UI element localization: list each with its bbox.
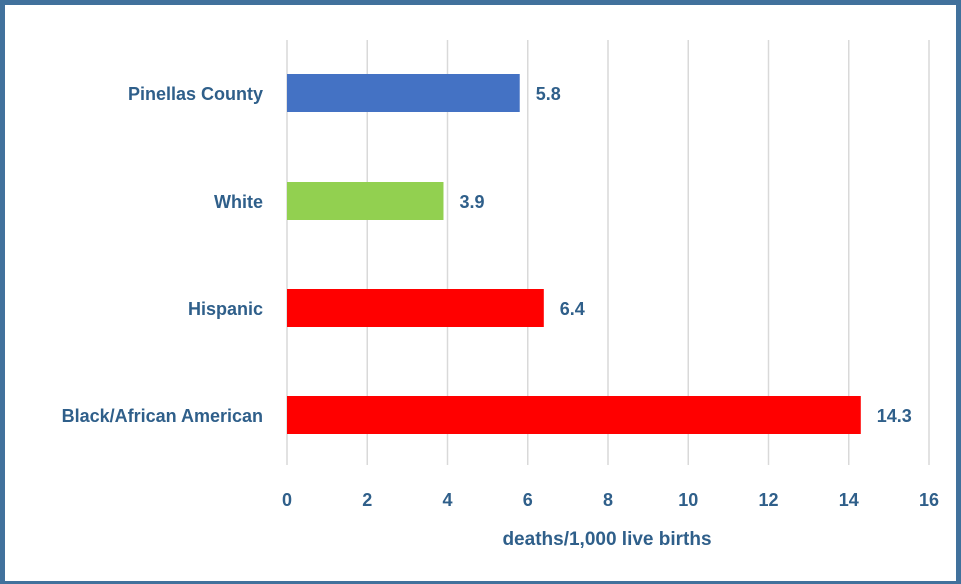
x-tick-label: 0	[282, 490, 292, 510]
data-label: 3.9	[459, 192, 484, 212]
bar	[287, 74, 520, 112]
bar	[287, 396, 861, 434]
data-label: 6.4	[560, 299, 585, 319]
bars	[287, 74, 861, 434]
category-label: Pinellas County	[128, 84, 263, 104]
x-axis-label: deaths/1,000 live births	[502, 529, 711, 550]
data-label: 5.8	[536, 84, 561, 104]
category-label: Hispanic	[188, 299, 263, 319]
x-tick-label: 12	[758, 490, 778, 510]
x-tick-label: 10	[678, 490, 698, 510]
bar	[287, 289, 544, 327]
x-tick-label: 2	[362, 490, 372, 510]
data-labels: 5.8 3.9 6.4 14.3	[459, 84, 911, 426]
x-tick-label: 8	[603, 490, 613, 510]
x-tick-label: 4	[442, 490, 452, 510]
x-tick-label: 14	[839, 490, 859, 510]
x-tick-labels: 0 2 4 6 8 10 12 14 16	[282, 490, 939, 510]
category-label: White	[214, 192, 263, 212]
category-labels: Pinellas County White Hispanic Black/Africa…	[62, 84, 263, 426]
data-label: 14.3	[877, 406, 912, 426]
bar	[287, 182, 444, 220]
x-tick-label: 16	[919, 490, 939, 510]
category-label: Black/African American	[62, 406, 263, 426]
x-tick-label: 6	[523, 490, 533, 510]
